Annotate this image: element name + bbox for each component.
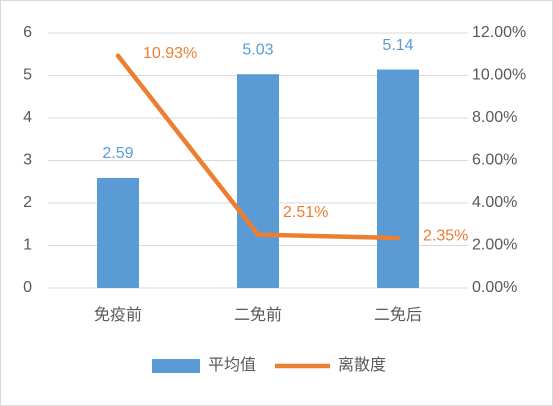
y2-tick-label: 2.00% <box>472 237 517 254</box>
bar-value-label: 2.59 <box>102 145 133 162</box>
x-tick-label: 二免前 <box>234 306 282 324</box>
y-tick-label: 0 <box>23 279 32 296</box>
line-value-label: 2.51% <box>283 204 328 221</box>
y-tick-label: 4 <box>23 109 32 126</box>
legend-label: 平均值 <box>208 356 256 374</box>
y2-tick-label: 12.00% <box>472 24 526 41</box>
legend-label: 离散度 <box>338 356 386 374</box>
x-tick-label: 二免后 <box>374 306 422 324</box>
bar-value-label: 5.14 <box>382 37 413 54</box>
bar <box>237 74 279 288</box>
y2-tick-label: 4.00% <box>472 194 517 211</box>
line-value-label: 2.35% <box>423 227 468 244</box>
y2-tick-label: 8.00% <box>472 109 517 126</box>
x-tick-label: 免疫前 <box>94 306 142 324</box>
line-value-label: 10.93% <box>143 45 197 62</box>
y-tick-label: 2 <box>23 194 32 211</box>
bar <box>377 69 419 288</box>
y2-tick-label: 10.00% <box>472 67 526 84</box>
legend-swatch <box>152 359 200 373</box>
y2-tick-label: 6.00% <box>472 152 517 169</box>
bar-value-label: 5.03 <box>242 41 273 58</box>
y-tick-label: 1 <box>23 237 32 254</box>
line <box>115 53 401 241</box>
y-tick-label: 6 <box>23 24 32 41</box>
y2-tick-label: 0.00% <box>472 279 517 296</box>
y-tick-label: 3 <box>23 152 32 169</box>
y-tick-label: 5 <box>23 67 32 84</box>
bar <box>97 177 139 288</box>
